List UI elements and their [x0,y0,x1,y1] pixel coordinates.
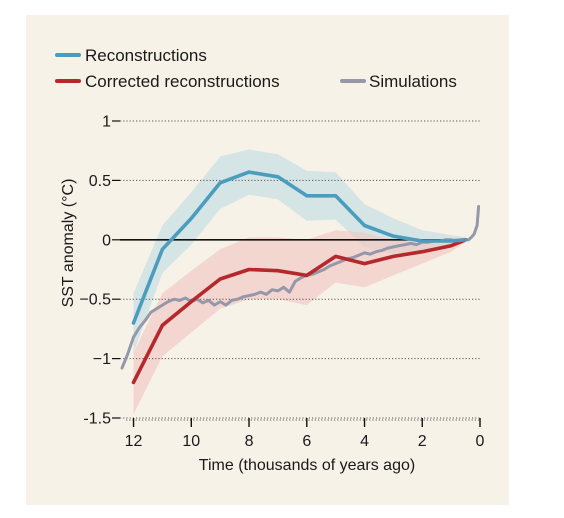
legend: Reconstructions Corrected reconstructions… [55,46,457,91]
x-axis: 12 10 8 6 4 2 0 [125,418,485,450]
x-tick-label-1: 10 [182,433,200,450]
x-tick-label-0: 12 [125,433,143,450]
x-tick-label-2: 8 [245,433,254,450]
y-tick-label-1: 0.5 [89,173,111,190]
band-series-0 [133,149,466,353]
x-tick-label-3: 6 [302,433,311,450]
x-tick-label-6: 0 [476,433,485,450]
legend-label-1: Corrected reconstructions [85,72,280,91]
band-series-1 [133,230,466,415]
y-tick-label-5: -1.5 [83,411,111,428]
uncertainty-bands [133,149,466,415]
legend-label-2: Simulations [369,72,457,91]
y-tick-label-2: 0 [102,232,111,249]
series-lines [120,170,481,385]
series-line-0 [131,170,468,325]
y-axis-label: SST anomaly (°C) [60,179,77,308]
y-tick-label-4: −1 [93,351,111,368]
series-line-1 [131,238,468,385]
x-axis-label: Time (thousands of years ago) [199,457,415,474]
y-axis-ticks: 1 0.5 0 −0.5 −1 -1.5 [79,114,120,428]
legend-label-0: Reconstructions [85,46,207,65]
x-tick-label-5: 2 [418,433,427,450]
y-tick-label-3: −0.5 [79,292,111,309]
gridlines [120,120,480,419]
y-tick-label-0: 1 [102,114,111,131]
x-tick-label-4: 4 [360,433,369,450]
